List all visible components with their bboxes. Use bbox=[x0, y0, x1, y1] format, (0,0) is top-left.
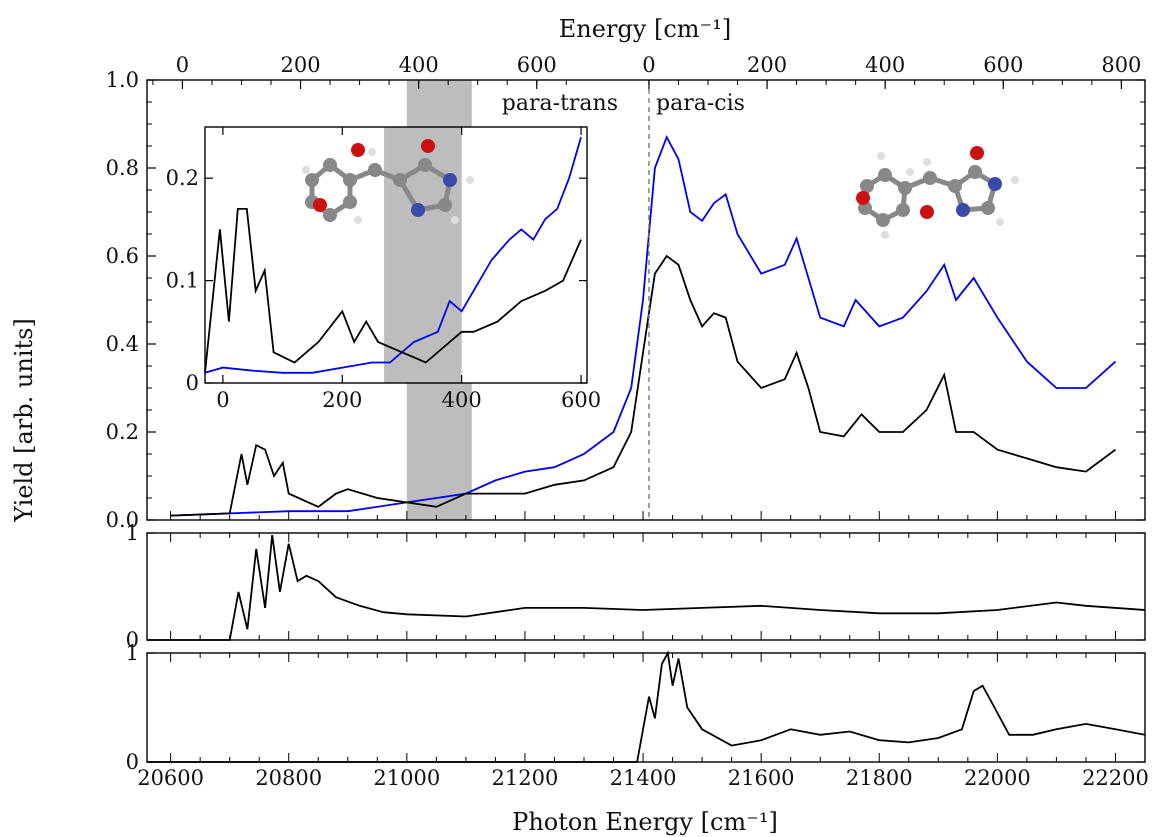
top-tick-label-trans: 600 bbox=[517, 53, 557, 77]
y-tick-label: 0.8 bbox=[106, 156, 139, 180]
inset-x-tick-label: 600 bbox=[561, 388, 601, 412]
x-tick-label: 21200 bbox=[492, 766, 559, 790]
top-tick-label-cis: 600 bbox=[983, 53, 1023, 77]
middle-y-tick-label: 1 bbox=[126, 521, 139, 545]
bottom-panel: 0 1 20600 20800 21000 21200 21400 21600 21800 220… bbox=[126, 641, 1149, 790]
molecule-trans-picture bbox=[302, 139, 474, 224]
top-tick-label-trans: 400 bbox=[399, 53, 439, 77]
bottom-y-tick-label: 0 bbox=[126, 750, 139, 774]
y-tick-label: 0.0 bbox=[106, 508, 139, 532]
x-tick-label: 21800 bbox=[846, 766, 913, 790]
x-tick-label: 20800 bbox=[255, 766, 322, 790]
x-tick-label: 20600 bbox=[137, 766, 204, 790]
inset-x-tick-label: 200 bbox=[322, 388, 362, 412]
inset-frame bbox=[204, 126, 588, 384]
y-axis-title: Yield [arb. units] bbox=[10, 318, 38, 523]
main-series-line-1 bbox=[170, 254, 1117, 517]
y-tick-label: 0.4 bbox=[106, 332, 139, 356]
region-label-cis: para-cis bbox=[656, 91, 745, 116]
middle-panel: 01 bbox=[126, 521, 1146, 652]
top-axis-title: Energy [cm⁻¹] bbox=[559, 15, 731, 43]
x-tick-label: 22000 bbox=[964, 766, 1031, 790]
y-tick-label: 1.0 bbox=[106, 68, 139, 92]
main-series-line-0 bbox=[170, 135, 1117, 517]
x-axis-title: Photon Energy [cm⁻¹] bbox=[512, 808, 778, 836]
inset-series-line-1 bbox=[204, 208, 582, 373]
top-tick-label-cis: 400 bbox=[865, 53, 905, 77]
x-tick-label: 21000 bbox=[373, 766, 440, 790]
top-tick-label-cis: 200 bbox=[747, 53, 787, 77]
x-tick-label: 21600 bbox=[728, 766, 795, 790]
top-tick-label-trans: 200 bbox=[280, 53, 320, 77]
top-tick-label-cis: 0 bbox=[642, 53, 655, 77]
main-panel: 0.0 0.2 0.4 0.6 0.8 1.0 0 200 400 600 0 200 400 600 80… bbox=[106, 53, 1146, 532]
bottom-plot-frame bbox=[146, 652, 1146, 763]
middle-plot-frame bbox=[146, 532, 1146, 641]
y-tick-label: 0.6 bbox=[106, 244, 139, 268]
inset-x-tick-label: 400 bbox=[442, 388, 482, 412]
inset-y-tick-label: 0 bbox=[186, 371, 199, 395]
bottom-y-tick-label: 1 bbox=[126, 641, 139, 665]
top-tick-label-cis: 800 bbox=[1101, 53, 1141, 77]
main-plot-frame bbox=[146, 79, 1146, 521]
region-label-trans: para-trans bbox=[502, 91, 618, 116]
molecule-cis-picture bbox=[856, 146, 1019, 239]
inset-y-tick-label: 0.2 bbox=[166, 166, 199, 190]
x-tick-label: 22200 bbox=[1082, 766, 1149, 790]
bottom-series-line-0 bbox=[147, 650, 1146, 763]
x-tick-label: 21400 bbox=[610, 766, 677, 790]
inset-series-line-0 bbox=[204, 136, 582, 374]
middle-series-line-0 bbox=[147, 534, 1146, 641]
top-tick-label-trans: 0 bbox=[176, 53, 189, 77]
inset-y-tick-label: 0.1 bbox=[166, 269, 199, 293]
inset-x-tick-label: 0 bbox=[216, 388, 229, 412]
middle-y-tick-label: 0 bbox=[126, 628, 139, 652]
y-tick-label: 0.2 bbox=[106, 420, 139, 444]
